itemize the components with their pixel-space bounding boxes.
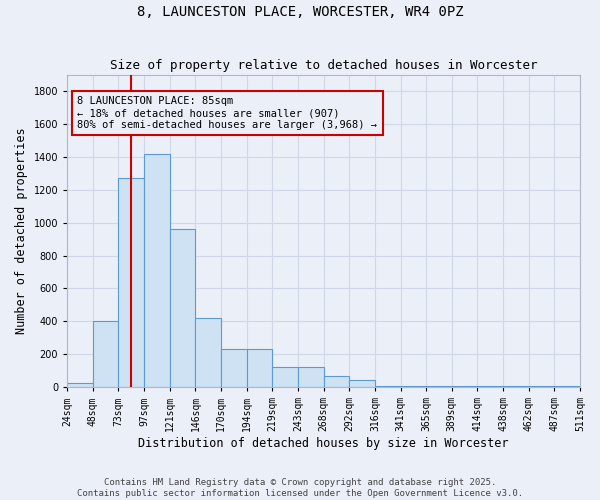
- Bar: [401, 386, 426, 387]
- Bar: [426, 386, 452, 387]
- Bar: [196, 318, 221, 387]
- Bar: [144, 154, 170, 387]
- Bar: [478, 386, 503, 387]
- X-axis label: Distribution of detached houses by size in Worcester: Distribution of detached houses by size …: [139, 437, 509, 450]
- Bar: [67, 383, 93, 387]
- Bar: [554, 386, 580, 387]
- Bar: [503, 386, 529, 387]
- Bar: [375, 386, 401, 387]
- Bar: [247, 348, 272, 387]
- Text: 8 LAUNCESTON PLACE: 85sqm
← 18% of detached houses are smaller (907)
80% of semi: 8 LAUNCESTON PLACE: 85sqm ← 18% of detac…: [77, 96, 377, 130]
- Bar: [170, 229, 196, 387]
- Bar: [452, 386, 478, 387]
- Bar: [349, 380, 375, 387]
- Bar: [93, 322, 118, 387]
- Title: Size of property relative to detached houses in Worcester: Size of property relative to detached ho…: [110, 59, 538, 72]
- Bar: [118, 178, 144, 387]
- Text: 8, LAUNCESTON PLACE, WORCESTER, WR4 0PZ: 8, LAUNCESTON PLACE, WORCESTER, WR4 0PZ: [137, 5, 463, 19]
- Bar: [221, 348, 247, 387]
- Text: Contains HM Land Registry data © Crown copyright and database right 2025.
Contai: Contains HM Land Registry data © Crown c…: [77, 478, 523, 498]
- Bar: [272, 368, 298, 387]
- Y-axis label: Number of detached properties: Number of detached properties: [15, 128, 28, 334]
- Bar: [298, 368, 323, 387]
- Bar: [529, 386, 554, 387]
- Bar: [323, 376, 349, 387]
